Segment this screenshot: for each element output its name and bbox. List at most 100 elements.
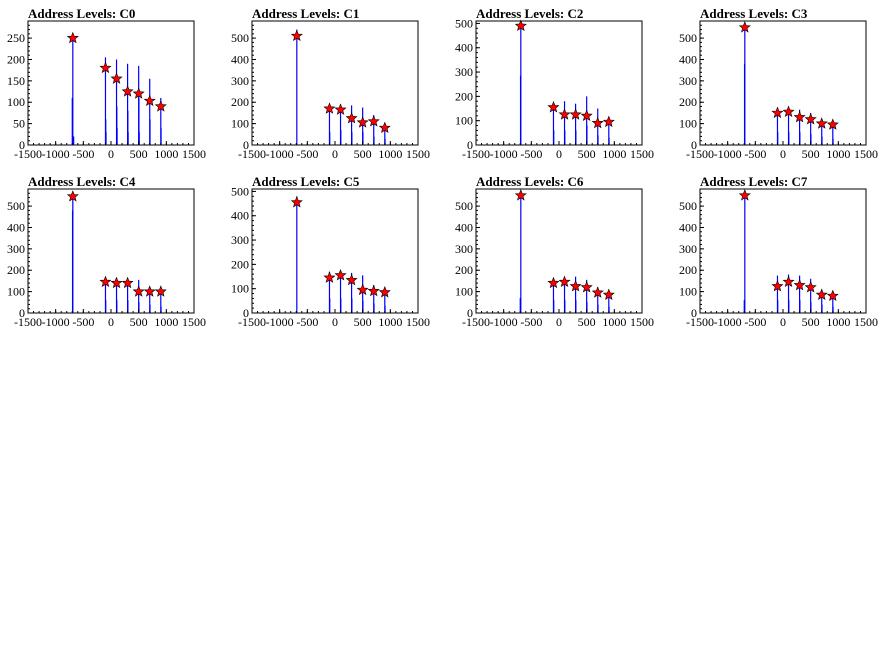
- x-tick-label: 1000: [826, 315, 850, 329]
- peak-marker: [99, 61, 112, 74]
- x-tick-label: -500: [520, 315, 542, 329]
- y-tick-label: 300: [455, 65, 473, 79]
- x-tick-label: -500: [72, 147, 94, 161]
- y-tick-label: 100: [455, 114, 473, 128]
- peak-marker: [514, 189, 527, 201]
- chart-panel-c5: Address Levels: C50100200300400500-1500-…: [231, 174, 430, 329]
- plot-frame: [699, 20, 867, 146]
- x-tick-label: 500: [130, 147, 148, 161]
- y-tick-label: 200: [455, 89, 473, 103]
- y-tick-label: 300: [231, 233, 249, 247]
- peak-marker: [143, 285, 156, 297]
- x-tick-label: -1500: [238, 315, 266, 329]
- y-tick-label: 500: [7, 199, 25, 213]
- x-tick-label: -1000: [490, 315, 518, 329]
- peak-marker: [66, 190, 79, 202]
- x-tick-label: 500: [802, 147, 820, 161]
- chart-title: Address Levels: C7: [700, 174, 808, 189]
- chart-panel-c3: Address Levels: C30100200300400500-1500-…: [679, 6, 878, 161]
- peak-marker: [378, 121, 391, 133]
- y-tick-label: 500: [679, 31, 697, 45]
- peak-marker: [132, 285, 145, 297]
- x-tick-label: -1500: [686, 147, 714, 161]
- peak-marker: [793, 278, 806, 291]
- plot-frame: [251, 20, 419, 146]
- peak-marker: [602, 288, 615, 300]
- x-tick-label: 500: [130, 315, 148, 329]
- y-tick-label: 200: [679, 95, 697, 109]
- x-tick-label: -500: [296, 315, 318, 329]
- x-tick-label: 500: [578, 147, 596, 161]
- peak-marker: [110, 72, 123, 84]
- y-tick-label: 0: [243, 306, 249, 320]
- x-tick-label: -500: [72, 315, 94, 329]
- x-tick-label: 500: [578, 315, 596, 329]
- y-tick-label: 200: [7, 263, 25, 277]
- x-tick-label: 0: [108, 147, 114, 161]
- x-tick-label: 0: [332, 147, 338, 161]
- plot-frame: [475, 188, 643, 314]
- peak-marker: [569, 279, 582, 292]
- y-tick-label: 0: [691, 306, 697, 320]
- peak-marker: [738, 21, 751, 33]
- y-tick-label: 0: [19, 138, 25, 152]
- peak-marker: [804, 112, 817, 125]
- y-tick-label: 500: [231, 31, 249, 45]
- peak-marker: [290, 196, 303, 208]
- peak-marker: [558, 108, 571, 120]
- chart-title: Address Levels: C1: [252, 6, 359, 21]
- peak-marker: [771, 279, 784, 292]
- x-tick-label: -1000: [42, 315, 70, 329]
- x-tick-label: 0: [556, 315, 562, 329]
- peak-marker: [345, 273, 358, 286]
- peak-marker: [323, 271, 336, 283]
- y-tick-label: 200: [679, 263, 697, 277]
- x-tick-label: 1000: [602, 315, 626, 329]
- x-tick-label: 1500: [182, 147, 206, 161]
- peak-marker: [826, 118, 839, 130]
- y-tick-label: 0: [243, 138, 249, 152]
- peak-marker: [367, 115, 380, 127]
- plot-frame: [27, 20, 195, 146]
- x-tick-label: -500: [520, 147, 542, 161]
- chart-title: Address Levels: C2: [476, 6, 583, 21]
- chart-title: Address Levels: C3: [700, 6, 808, 21]
- peak-marker: [804, 280, 817, 293]
- peak-marker: [132, 87, 145, 99]
- peak-marker: [323, 102, 336, 114]
- peak-marker: [121, 276, 134, 289]
- peak-marker: [547, 100, 560, 113]
- peak-marker: [356, 283, 369, 296]
- x-tick-label: -1000: [266, 315, 294, 329]
- y-tick-label: 200: [7, 52, 25, 66]
- x-tick-label: 1500: [406, 147, 430, 161]
- peak-marker: [602, 115, 615, 128]
- chart-panel-c4: Address Levels: C40100200300400500-1500-…: [7, 174, 206, 329]
- y-tick-label: 300: [455, 242, 473, 256]
- x-tick-label: 1500: [854, 147, 878, 161]
- peak-marker: [793, 110, 806, 123]
- chart-title: Address Levels: C6: [476, 174, 584, 189]
- peak-marker: [569, 108, 582, 120]
- chart-panel-c0: Address Levels: C0 0 50 100 150 200 250 -1500 -1…: [7, 6, 206, 161]
- peak-marker: [367, 284, 380, 297]
- x-tick-label: -500: [744, 147, 766, 161]
- x-tick-label: -500: [296, 147, 318, 161]
- peak-marker: [290, 29, 303, 42]
- x-tick-label: -1000: [42, 147, 70, 161]
- peak-marker: [110, 276, 123, 289]
- y-tick-label: 400: [231, 209, 249, 223]
- x-tick-label: 1000: [154, 315, 178, 329]
- peak-marker: [143, 94, 156, 107]
- y-tick-label: 100: [455, 285, 473, 299]
- y-tick-label: 100: [679, 117, 697, 131]
- y-tick-label: 100: [7, 285, 25, 299]
- x-tick-label: 0: [332, 315, 338, 329]
- chart-panel-c6: Address Levels: C60100200300400500-1500-…: [455, 174, 654, 329]
- x-tick-label: 1500: [630, 315, 654, 329]
- x-tick-label: 1000: [154, 147, 178, 161]
- peak-marker: [826, 289, 839, 301]
- chart-title: Address Levels: C4: [28, 174, 136, 189]
- peak-marker: [356, 116, 369, 128]
